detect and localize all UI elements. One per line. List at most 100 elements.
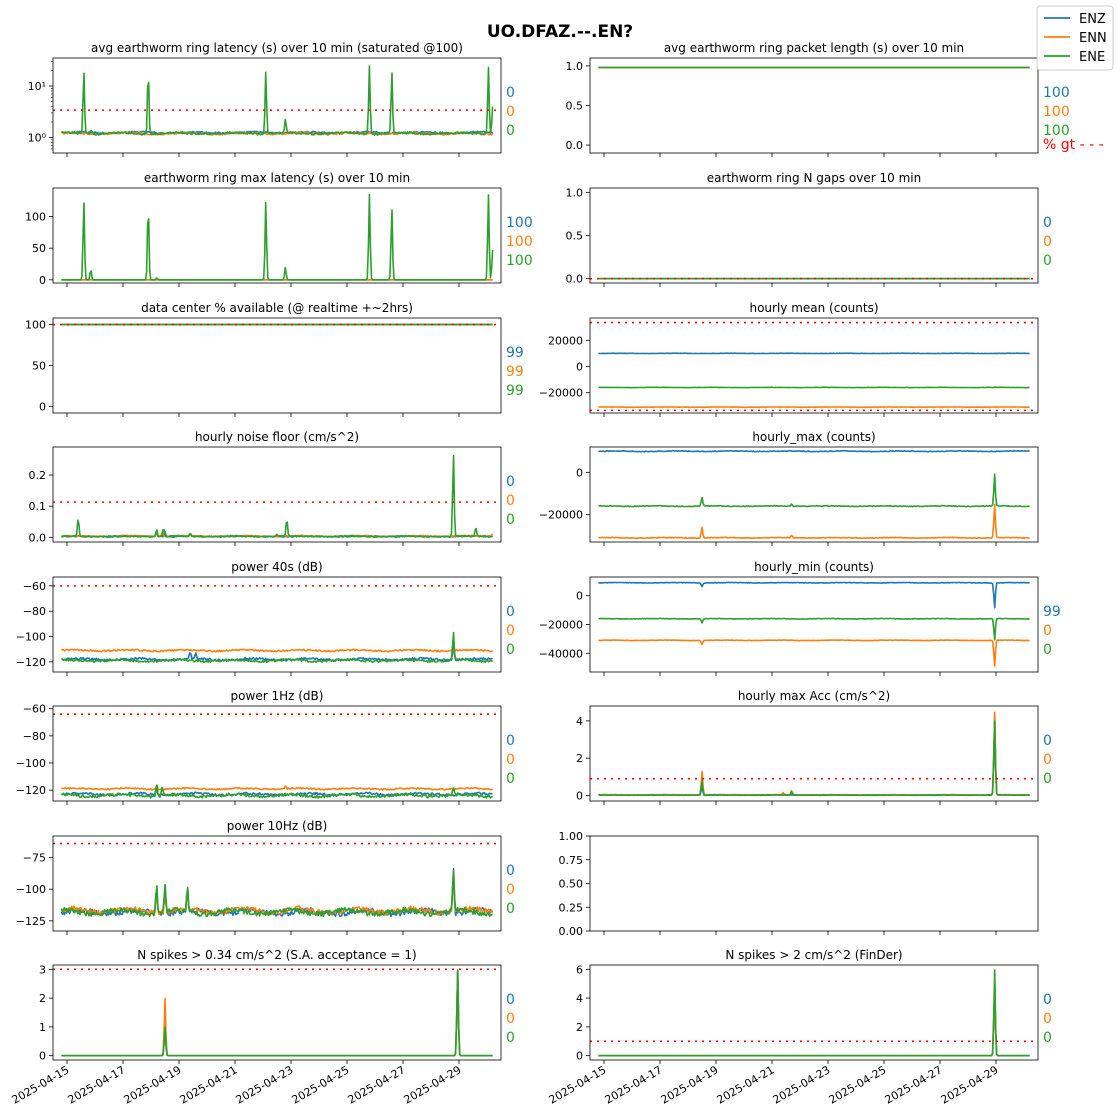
legend-label: ENN	[1079, 31, 1107, 46]
axes-frame	[52, 57, 502, 154]
pct-label: 0	[506, 1011, 515, 1027]
subplot-p12: power 10Hz (dB) −125 −100 −75 0 0 0	[16, 819, 515, 935]
x-tick-label: 2025-04-23	[234, 1063, 296, 1106]
axes-frame	[589, 705, 1039, 802]
subplot-title: hourly_min (counts)	[754, 560, 874, 574]
x-tick-label: 2025-04-19	[659, 1063, 721, 1106]
pct-label: 100	[1043, 85, 1070, 101]
plot-area	[53, 713, 501, 799]
pct-label: 99	[506, 364, 524, 380]
subplot-title: earthworm ring max latency (s) over 10 m…	[144, 171, 410, 185]
y-tick-label: 2	[576, 1021, 583, 1034]
axes-frame	[589, 446, 1039, 543]
axes-frame	[589, 964, 1039, 1061]
y-tick-label: −20000	[539, 387, 583, 400]
series-line-ENE	[60, 870, 493, 918]
pct-label: 0	[506, 123, 515, 139]
pct-label: 0	[506, 771, 515, 787]
subplot-title: avg earthworm ring latency (s) over 10 m…	[91, 41, 463, 55]
axes-frame	[52, 187, 502, 284]
pct-label: 0	[1043, 215, 1052, 231]
axes-frame	[52, 835, 502, 932]
y-tick-label: −60	[23, 580, 46, 593]
y-tick-label: 1.00	[559, 830, 584, 843]
subplot-title: power 40s (dB)	[231, 560, 322, 574]
pct-label: 0	[506, 623, 515, 639]
x-tick-label: 2025-04-29	[402, 1063, 464, 1106]
pct-label: 0	[506, 882, 515, 898]
series-line-ENE	[61, 193, 494, 281]
subplot-p4: data center % available (@ realtime +~2h…	[25, 301, 524, 417]
y-tick-label: 0.75	[559, 854, 584, 867]
pct-label: 0	[506, 863, 515, 879]
pct-label: 100	[506, 253, 533, 269]
subplot-p11: hourly max Acc (cm/s^2) 0 2 4 0 0 0	[576, 689, 1052, 805]
series-line-ENE	[60, 784, 493, 799]
y-tick-label: 0	[576, 360, 583, 373]
x-tick-label: 2025-04-17	[66, 1063, 128, 1106]
x-tick-label: 2025-04-17	[603, 1063, 665, 1106]
x-tick-label: 2025-04-27	[346, 1063, 408, 1106]
plot-area	[61, 193, 494, 281]
series-line-ENE	[598, 720, 1030, 797]
subplot-p6: hourly noise floor (cm/s^2) 0.0 0.1 0.2 0 0 0	[29, 430, 515, 546]
series-line-ENE	[61, 969, 493, 1057]
y-tick-label: 6	[576, 963, 583, 976]
pct-label: 0	[1043, 752, 1052, 768]
y-tick-label: 50	[32, 242, 46, 255]
subplot-title: earthworm ring N gaps over 10 min	[707, 171, 921, 185]
series-line-ENZ	[598, 581, 1030, 609]
plot-area	[53, 842, 501, 918]
axes-frame	[52, 446, 502, 543]
pct-label: 0	[506, 992, 515, 1008]
axes-frame	[589, 57, 1039, 154]
series-line-ENN	[60, 531, 494, 538]
series-line-ENZ	[598, 449, 1030, 453]
y-tick-label: 100	[25, 319, 46, 332]
x-tick-label: 2025-04-27	[883, 1063, 945, 1106]
subplot-title: power 1Hz (dB)	[231, 689, 324, 703]
y-tick-label: 0.2	[29, 469, 47, 482]
pct-label: 0	[1043, 642, 1052, 658]
y-tick-label: 50	[32, 360, 46, 373]
subplot-p3: earthworm ring N gaps over 10 min 0.0 0.5 1…	[566, 171, 1052, 287]
pct-label: 0	[506, 642, 515, 658]
series-line-ENZ	[598, 713, 1030, 797]
y-tick-label: 0.00	[559, 925, 584, 938]
x-tick-label: 2025-04-15	[10, 1063, 72, 1106]
pct-label: 0	[1043, 234, 1052, 250]
plot-area	[53, 65, 501, 136]
subplot-title: N spikes > 2 cm/s^2 (FinDer)	[725, 948, 902, 962]
y-tick-label: 10¹	[28, 80, 46, 93]
plot-area	[53, 454, 501, 539]
y-tick-label: −75	[23, 852, 46, 865]
y-tick-label: 1.0	[566, 186, 584, 199]
subplot-p14: N spikes > 0.34 cm/s^2 (S.A. acceptance …	[10, 948, 515, 1107]
x-tick-label: 2025-04-19	[122, 1063, 184, 1106]
y-tick-label: 2	[576, 752, 583, 765]
subplots: avg earthworm ring latency (s) over 10 m…	[10, 41, 1104, 1107]
y-tick-label: 0.5	[566, 230, 584, 243]
x-tick-label: 2025-04-23	[771, 1063, 833, 1106]
y-tick-label: −100	[16, 631, 46, 644]
subplot-p1: avg earthworm ring packet length (s) ove…	[566, 41, 1104, 157]
y-tick-label: 3	[39, 963, 46, 976]
y-tick-label: 0	[39, 274, 46, 287]
pct-label: 0	[1043, 992, 1052, 1008]
y-tick-label: −120	[16, 784, 46, 797]
series-line-ENE	[61, 631, 493, 664]
legend-label: ENZ	[1079, 12, 1106, 27]
subplot-title: data center % available (@ realtime +~2h…	[141, 301, 413, 315]
y-tick-label: −100	[16, 883, 46, 896]
pct-label: 0	[506, 1030, 515, 1046]
pct-label: 0	[506, 85, 515, 101]
y-tick-label: −20000	[539, 619, 583, 632]
legend-label: ENE	[1079, 50, 1105, 65]
y-tick-label: −120	[16, 656, 46, 669]
pct-label: 0	[506, 901, 515, 917]
series-line-ENN	[598, 983, 1030, 1057]
x-tick-label: 2025-04-25	[827, 1063, 889, 1106]
plot-area	[590, 969, 1038, 1057]
subplot-p0: avg earthworm ring latency (s) over 10 m…	[28, 41, 515, 157]
